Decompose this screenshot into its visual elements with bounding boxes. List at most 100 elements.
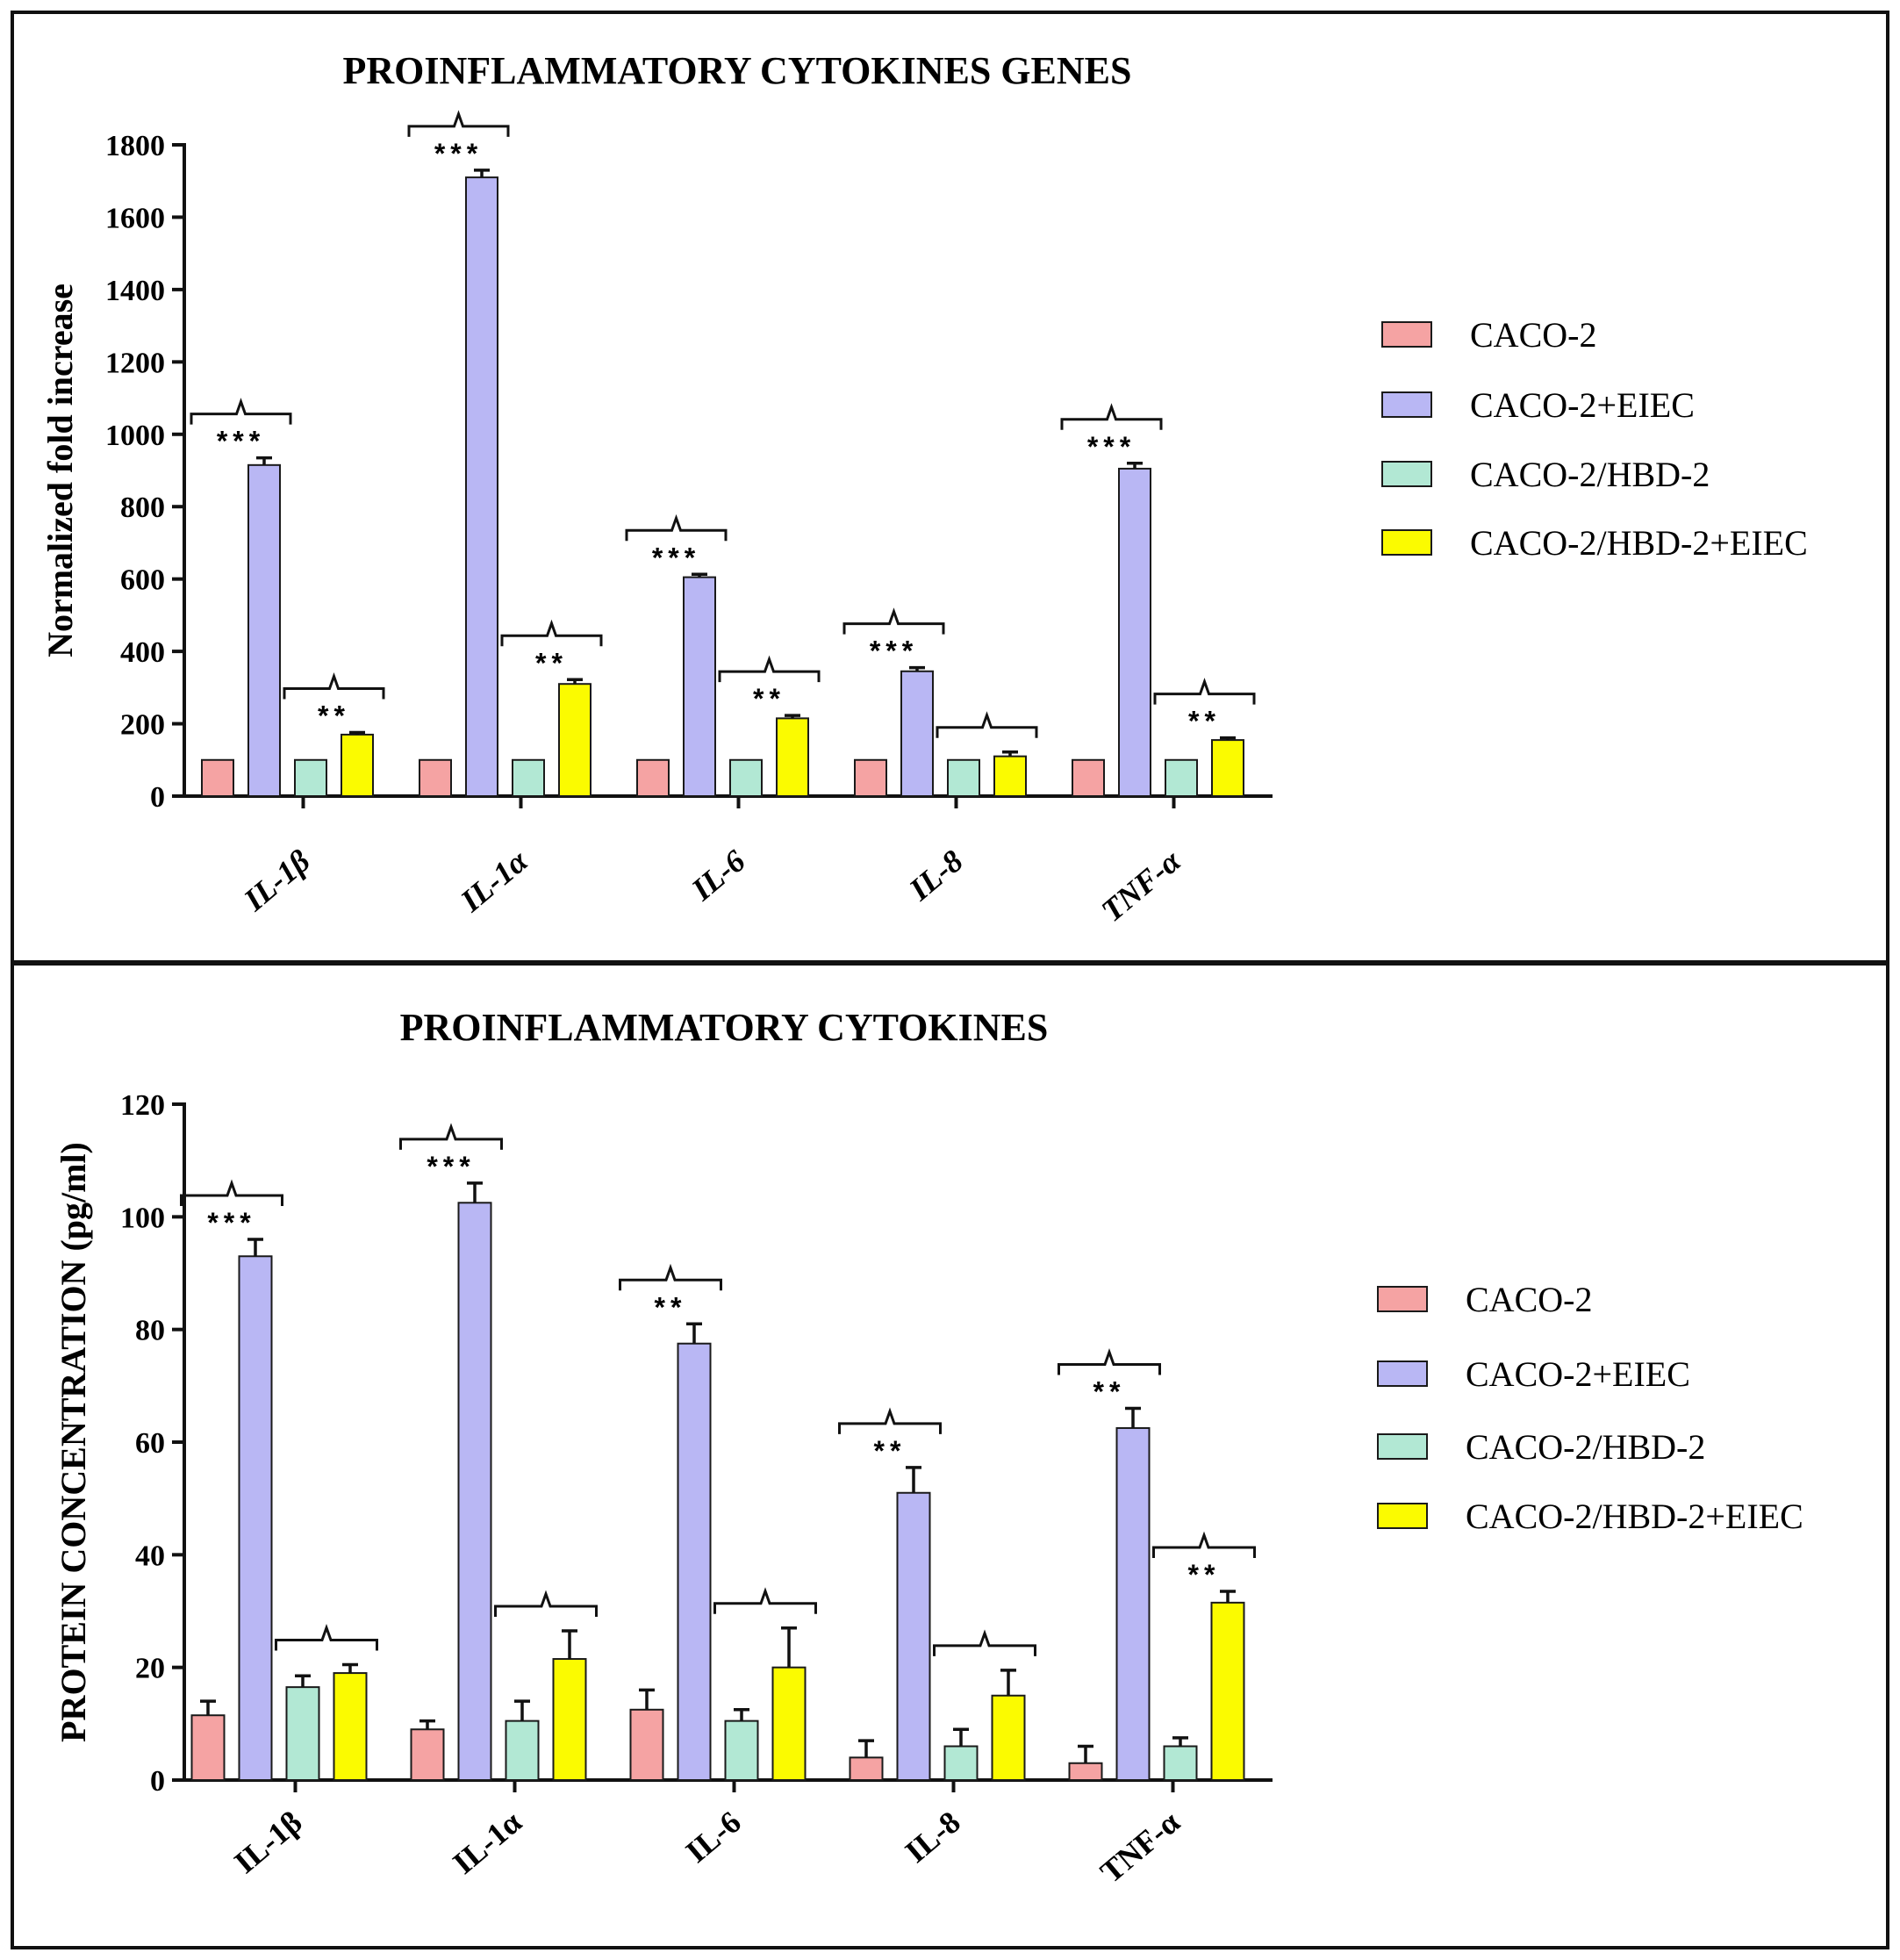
legend-label: CACO-2/HBD-2+EIEC: [1466, 1497, 1803, 1536]
significance-bracket: [494, 1590, 598, 1617]
y-tick-label: 0: [150, 1765, 165, 1798]
y-tick-label: 1600: [105, 202, 165, 234]
bar: [190, 1714, 226, 1782]
significance-stars: **: [874, 1435, 907, 1467]
legend-label: CACO-2: [1466, 1280, 1592, 1319]
significance-bracket: [275, 1624, 378, 1651]
significance-bracket: [842, 607, 945, 635]
significance-bracket: [283, 671, 385, 700]
figure-frame: [11, 11, 1889, 1949]
significance-stars: **: [1093, 1376, 1126, 1408]
significance-stars: ***: [434, 138, 483, 169]
legend-swatch: [1377, 1361, 1428, 1387]
x-category-label: IL-1α: [453, 843, 534, 919]
y-axis-label: PROTEIN CONCENTRATION (pg/ml): [54, 1142, 93, 1742]
bar: [410, 1728, 445, 1781]
significance-bracket: [500, 619, 603, 647]
y-tick-label: 1200: [105, 347, 165, 379]
y-tick-label: 1400: [105, 275, 165, 307]
y-tick-label: 1000: [105, 420, 165, 452]
y-tick-label: 400: [120, 636, 165, 669]
bar: [1211, 739, 1244, 797]
bar: [1165, 758, 1198, 797]
significance-bracket: [838, 1407, 942, 1434]
bar: [1115, 1426, 1151, 1782]
x-category-label: TNF-α: [1094, 843, 1187, 929]
panel-protein: PROINFLAMMATORY CYTOKINES PROTEIN CONCENT…: [54, 1006, 1803, 1890]
legend-swatch: [1377, 1286, 1428, 1312]
bar: [341, 733, 374, 798]
bar: [629, 1708, 664, 1781]
bar: [247, 463, 281, 797]
y-tick-label: 20: [135, 1653, 165, 1685]
x-category-label: TNF-α: [1093, 1804, 1186, 1890]
bar: [505, 1719, 540, 1781]
bar: [896, 1491, 931, 1781]
bar: [238, 1255, 273, 1781]
bar: [729, 758, 763, 797]
significance-bracket: [936, 711, 1038, 738]
legend-swatch: [1381, 529, 1432, 556]
legend-label: CACO-2/HBD-2+EIEC: [1470, 523, 1808, 563]
significance-stars: **: [1188, 706, 1221, 737]
bar: [294, 758, 327, 797]
bar: [1163, 1745, 1198, 1781]
significance-stars: **: [655, 1291, 687, 1323]
bar: [776, 717, 809, 797]
significance-bracket: [933, 1629, 1036, 1656]
legend-label: CACO-2+EIEC: [1470, 385, 1695, 425]
y-tick-label: 60: [135, 1427, 165, 1460]
significance-stars: ***: [652, 542, 700, 573]
significance-bracket: [718, 655, 821, 683]
x-category-label: IL-6: [679, 1804, 748, 1869]
bar: [419, 758, 452, 797]
significance-stars: **: [1188, 1559, 1221, 1590]
y-tick-label: 0: [150, 781, 165, 814]
bar: [947, 758, 980, 797]
significance-bracket: [625, 513, 728, 542]
legend-swatch: [1381, 391, 1432, 418]
legend-swatch: [1381, 321, 1432, 348]
bar: [991, 1694, 1026, 1781]
y-tick-label: 600: [120, 564, 165, 597]
y-tick-label: 1800: [105, 130, 165, 162]
y-tick-label: 200: [120, 709, 165, 742]
bar: [683, 576, 716, 797]
bar: [771, 1666, 807, 1781]
significance-bracket: [1058, 1348, 1161, 1375]
significance-bracket: [1152, 1531, 1256, 1559]
bar: [1068, 1762, 1103, 1781]
significance-bracket: [180, 1179, 283, 1206]
chart-title: PROINFLAMMATORY CYTOKINES GENES: [343, 49, 1132, 92]
legend-label: CACO-2/HBD-2: [1466, 1427, 1705, 1467]
y-tick-label: 80: [135, 1315, 165, 1347]
y-tick-label: 100: [120, 1202, 165, 1234]
legend-label: CACO-2/HBD-2: [1470, 455, 1710, 494]
chart-title: PROINFLAMMATORY CYTOKINES: [400, 1006, 1049, 1049]
legend-swatch: [1381, 461, 1432, 487]
y-axis-label: Normalized fold increase: [40, 284, 80, 657]
y-tick-label: 120: [120, 1089, 165, 1122]
bar: [465, 176, 498, 798]
bar: [558, 683, 592, 798]
bar: [1210, 1601, 1245, 1781]
significance-stars: ***: [870, 635, 918, 667]
bar: [854, 758, 887, 797]
significance-stars: ***: [207, 1207, 255, 1238]
bar: [724, 1719, 759, 1781]
significance-stars: **: [753, 683, 785, 714]
x-category-label: IL-1α: [446, 1804, 527, 1880]
panel-genes: PROINFLAMMATORY CYTOKINES GENES Normalize…: [40, 49, 1808, 929]
bar: [333, 1672, 368, 1782]
bar: [285, 1686, 320, 1781]
bar: [1072, 758, 1105, 797]
bar: [943, 1745, 979, 1781]
significance-bracket: [1153, 678, 1256, 705]
significance-stars: ***: [427, 1151, 475, 1182]
significance-bracket: [1060, 403, 1163, 430]
significance-bracket: [713, 1587, 817, 1614]
bar: [1118, 467, 1151, 797]
x-category-label: IL-1β: [227, 1804, 308, 1880]
legend-label: CACO-2: [1470, 315, 1596, 355]
